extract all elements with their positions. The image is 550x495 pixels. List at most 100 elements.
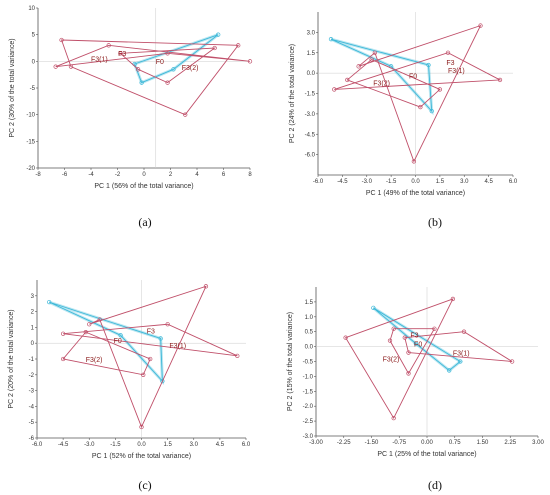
point-F0 [426,62,431,68]
point-F3(1) [53,64,58,69]
x-tick-label: 3.00 [532,440,544,446]
x-tick-label: -1.5 [110,442,121,448]
point-F3 [183,112,188,117]
point-F3(1) [106,43,111,48]
x-tick-label: -3.0 [84,442,95,448]
y-tick-label: -3.0 [305,112,316,118]
hull-F0 [373,307,462,372]
point-F3 [406,371,411,376]
point-F0 [118,333,123,338]
hull-F3 [389,328,436,375]
point-F3(2) [391,415,396,421]
point-F3 [141,372,146,377]
x-tick-label: 0.0 [411,179,420,185]
y-tick-label: -0.5 [303,360,314,366]
y-tick-label: -1.0 [303,374,314,380]
point-F3 [437,87,443,92]
point-F3(1) [461,329,467,334]
group-label: F0 [114,338,122,345]
panel-b: -6.0 -4.5 -3.0 -1.5 0.0 1.5 3.0 4.5 6.0 -6.0 -4.5 -… [289,12,518,229]
x-tick-label: -6.0 [313,179,324,185]
point-F3(1) [165,51,170,56]
panel-caption: (c) [138,478,151,492]
point-F3 [369,57,374,62]
point-F0 [458,359,463,364]
y-tick-label: 1 [31,325,35,331]
group-label: F3 [147,329,155,336]
point-F3 [432,326,437,331]
x-axis-title: PC 1 (56% of the total variance) [94,183,193,190]
hull-F3(1) [55,44,251,68]
group-label: F3(1) [91,56,108,63]
point-F0 [429,109,434,114]
y-tick-label: 1.0 [305,315,314,321]
point-F0 [216,32,221,37]
group-label: F3 [446,60,454,67]
hull-F3(2) [344,298,454,420]
y-tick-label: -6.0 [305,153,316,159]
point-F3(2) [87,322,92,327]
y-tick-label: -2 [29,373,35,379]
point-F3(1) [406,350,411,355]
y-tick-label: 0.0 [305,345,314,351]
hull-F0 [330,38,433,113]
y-tick-label: -2.0 [303,404,314,410]
x-tick-label: -1.5 [386,179,397,185]
x-tick-label: -2.25 [337,440,351,446]
x-tick-label: 6.0 [242,442,251,448]
x-tick-label: -1.50 [365,440,379,446]
point-F3 [391,326,396,331]
x-tick-label: -8 [35,172,41,178]
y-tick-label: -10 [26,113,35,119]
x-tick-label: 8 [248,172,252,178]
y-tick-label: 2 [31,310,35,316]
point-F3(1) [165,322,170,327]
point-F3 [236,43,241,48]
point-F0 [158,336,163,341]
hull-F3 [62,331,151,376]
y-tick-label: -2.5 [303,419,314,425]
point-F3(1) [509,359,515,364]
group-label: F0 [156,59,164,66]
x-tick-label: -4.5 [58,442,69,448]
group-label: F3(2) [383,357,400,364]
x-axis-title: PC 1 (49% of the total variance) [366,190,465,197]
x-tick-label: 1.5 [436,179,445,185]
hull-F3 [346,59,441,108]
hull-F3 [60,39,240,116]
x-tick-label: 0.75 [449,440,461,446]
y-tick-label: -1 [29,357,35,363]
y-axis-title: PC 2 (30% of the total variance) [9,38,16,137]
panel-c: -6.0 -4.5 -3.0 -1.5 0.0 1.5 3.0 4.5 6.0 -6 -5 -4 -3 -… [8,280,251,492]
group-label: F3(1) [169,343,186,350]
x-tick-label: -3.0 [362,179,373,185]
y-tick-label: -15 [26,139,35,145]
y-tick-label: 0.0 [307,71,316,77]
x-tick-label: 3.0 [190,442,199,448]
x-tick-label: -0.75 [392,440,406,446]
panel-caption: (d) [428,478,442,492]
y-tick-label: 1.5 [307,51,316,57]
point-F3(1) [247,59,253,64]
point-F0 [171,67,176,72]
point-F3(2) [356,64,361,69]
group-label: F3(1) [453,351,470,358]
x-tick-label: 2.25 [504,440,516,446]
x-tick-label: -2 [115,172,121,178]
y-tick-label: 1.5 [305,300,314,306]
point-F3(2) [450,296,456,302]
y-tick-label: -4 [29,404,35,410]
group-label: F0 [409,74,417,81]
point-F3(2) [212,45,217,51]
y-axis-title: PC 2 (20% of the total variance) [8,309,15,408]
point-F3(1) [332,87,337,92]
x-axis-title: PC 1 (25% of the total variance) [377,451,476,458]
x-tick-label: 3.0 [460,179,469,185]
x-tick-label: 2 [169,172,173,178]
x-tick-label: -6.0 [32,442,43,448]
y-tick-label: 0 [31,341,35,347]
point-F3(1) [497,77,503,83]
hull-F3(2) [89,285,207,429]
